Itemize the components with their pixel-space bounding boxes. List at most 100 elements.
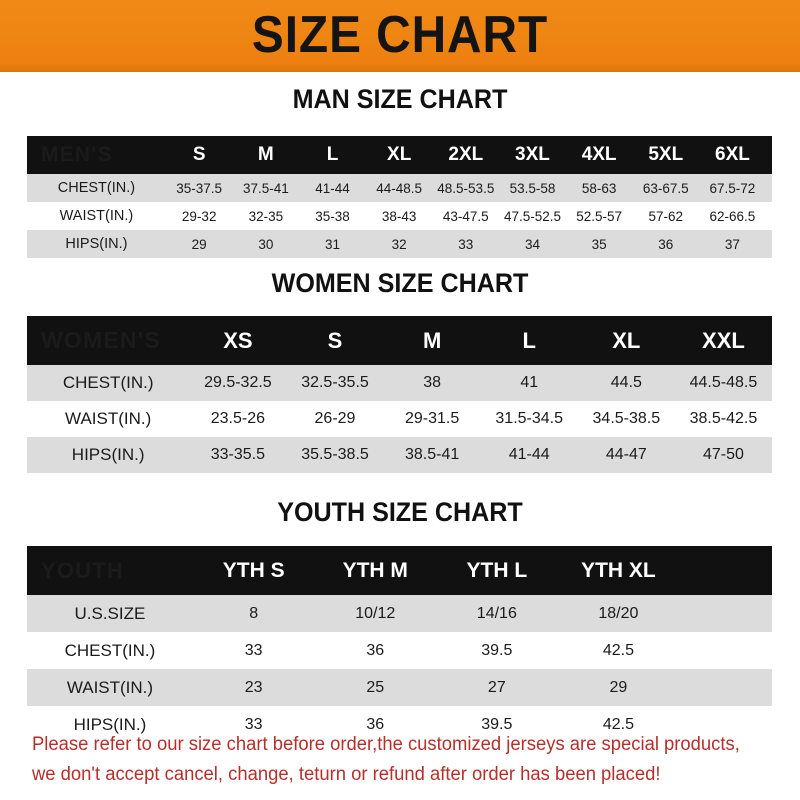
table-row: WAIST(IN.) 29-32 32-35 35-38 38-43 43-47.5 47.… [27,202,772,230]
women-corner-label: WOMEN'S [41,327,161,353]
women-cell: 41 [520,374,539,391]
women-column-header: S [327,327,343,353]
youth-column-header: YTH M [342,558,408,582]
man-row-spacer [766,202,772,230]
table-row: U.S.SIZE 8 10/12 14/16 18/20 [27,595,772,632]
man-cell: 29-32 [181,208,217,224]
man-cell: 36 [658,236,674,252]
women-column-header: XL [612,327,641,353]
section-title-youth: YOUTH SIZE CHART [277,497,523,527]
women-cell: 32.5-35.5 [301,374,369,391]
women-cell: 35.5-38.5 [301,446,369,463]
man-row-label: HIPS(IN.) [65,236,128,252]
youth-row-spacer [679,595,772,632]
man-cell: 37 [724,236,740,252]
youth-row-label: U.S.SIZE [74,603,146,623]
youth-cell: 42.5 [602,715,634,733]
man-cell: 67.5-72 [709,180,756,196]
women-cell: 44-47 [605,446,647,463]
women-cell: 44.5-48.5 [689,374,758,391]
table-row: WAIST(IN.) 23 25 27 29 [27,669,772,706]
man-cell: 38-43 [381,208,417,224]
women-cell: 34.5-38.5 [592,410,661,427]
man-row-spacer [766,230,772,258]
women-table-body: WOMEN'S XS S M L XL XXL CHEST(IN.) 29.5-32.5 32.5… [27,316,772,473]
youth-cell: 14/16 [476,604,517,622]
table-row: CHEST(IN.) 35-37.5 37.5-41 41-44 44-48.5 48.5… [27,174,772,202]
man-cell: 37.5-41 [242,180,289,196]
man-header-row: MEN'S S M L XL 2XL 3XL 4XL 5XL 6XL [27,136,772,174]
man-column-header: XL [387,144,412,165]
man-column-header: M [257,144,274,165]
women-cell: 31.5-34.5 [495,410,564,427]
man-cell: 30 [258,236,274,252]
table-row: CHEST(IN.) 29.5-32.5 32.5-35.5 38 41 44.5 44.5… [27,365,772,401]
man-column-header: 2XL [448,144,484,165]
man-cell: 62-66.5 [709,208,756,224]
women-row-label: HIPS(IN.) [71,445,145,464]
youth-cell: 23 [244,678,263,696]
youth-corner-label: YOUTH [41,557,124,583]
man-cell: 33 [458,236,474,252]
youth-cell: 10/12 [355,604,396,622]
man-cell: 32 [391,236,407,252]
women-cell: 47-50 [702,446,744,463]
man-cell: 35 [591,236,607,252]
youth-row-label: WAIST(IN.) [66,677,154,697]
man-cell: 57-62 [648,208,684,224]
women-cell: 44.5 [610,374,642,391]
youth-cell: 36 [366,641,385,659]
man-row-label: WAIST(IN.) [59,208,134,224]
man-header-spacer [766,136,772,174]
men-table-body: MEN'S S M L XL 2XL 3XL 4XL 5XL 6XL CHEST(IN.) 35-37… [27,136,772,258]
table-row: CHEST(IN.) 33 36 39.5 42.5 [27,632,772,669]
youth-table-body: YOUTH YTH S YTH M YTH L YTH XL U.S.SIZE 8 10/12… [27,546,772,743]
youth-cell: 33 [244,641,263,659]
man-cell: 53.5-58 [509,180,556,196]
man-column-header: 4XL [581,144,617,165]
man-cell: 44-48.5 [376,180,423,196]
man-column-header: 6XL [715,144,750,165]
youth-column-header: YTH S [222,558,285,582]
youth-cell: 33 [244,715,263,733]
women-header-row: WOMEN'S XS S M L XL XXL [27,316,772,365]
youth-row-label: HIPS(IN.) [73,714,147,734]
women-column-header: M [422,327,442,353]
man-column-header: 5XL [648,144,684,165]
man-cell: 29 [191,236,207,252]
women-cell: 23.5-26 [210,410,266,427]
table-row: HIPS(IN.) 33 36 39.5 42.5 [27,706,772,743]
order-policy-note: Please refer to our size chart before or… [32,730,755,790]
table-row: HIPS(IN.) 33-35.5 35.5-38.5 38.5-41 41-44 44-… [27,437,772,473]
man-row-label: CHEST(IN.) [57,180,136,196]
man-row-spacer [766,174,772,202]
women-row-label: WAIST(IN.) [65,409,152,428]
women-cell: 38.5-42.5 [689,410,758,427]
youth-row-spacer [679,669,772,706]
youth-cell: 25 [366,678,385,696]
youth-cell: 29 [609,678,628,696]
man-cell: 52.5-57 [576,208,623,224]
youth-cell: 8 [249,604,259,622]
man-cell: 41-44 [315,180,350,196]
youth-row-label: CHEST(IN.) [64,640,156,660]
women-column-header: XS [223,327,253,353]
women-cell: 26-29 [314,410,356,427]
man-cell: 43-47.5 [442,208,489,224]
page-banner: SIZE CHART [0,0,800,72]
women-cell: 38.5-41 [404,446,460,463]
man-cell: 32-35 [248,208,284,224]
youth-cell: 18/20 [598,604,639,622]
women-cell: 33-35.5 [210,446,266,463]
order-policy-note-line-2: we don't accept cancel, change, teturn o… [32,764,661,785]
youth-column-header: YTH XL [581,558,656,582]
youth-cell: 42.5 [602,641,634,659]
man-cell: 34 [524,236,540,252]
table-row: HIPS(IN.) 29 30 31 32 33 34 35 36 37 [27,230,772,258]
man-corner-label: MEN'S [41,143,113,166]
man-cell: 35-38 [315,208,350,224]
youth-cell: 36 [366,715,385,733]
women-size-table: WOMEN'S XS S M L XL XXL CHEST(IN.) 29.5-32.5 32.5… [27,316,772,473]
man-cell: 35-37.5 [176,180,223,196]
